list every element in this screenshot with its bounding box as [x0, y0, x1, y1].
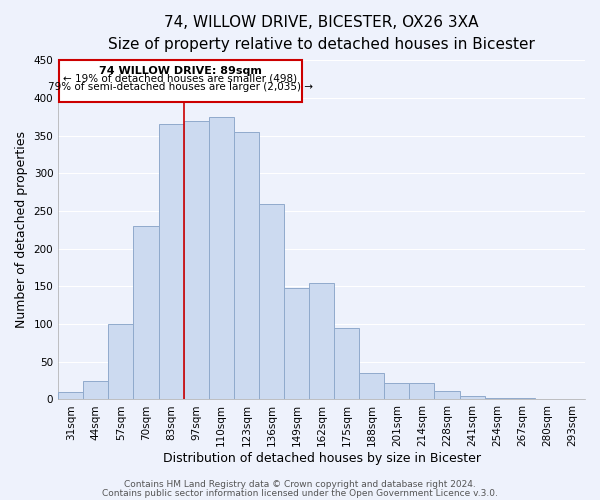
Bar: [209, 117, 234, 400]
Bar: [460, 396, 485, 400]
Bar: [133, 226, 158, 400]
Bar: [510, 398, 535, 400]
Bar: [184, 120, 209, 400]
Bar: [385, 383, 409, 400]
Y-axis label: Number of detached properties: Number of detached properties: [15, 132, 28, 328]
FancyBboxPatch shape: [59, 60, 302, 102]
Bar: [83, 380, 109, 400]
Text: 74 WILLOW DRIVE: 89sqm: 74 WILLOW DRIVE: 89sqm: [99, 66, 262, 76]
Bar: [284, 288, 309, 400]
Text: ← 19% of detached houses are smaller (498): ← 19% of detached houses are smaller (49…: [64, 74, 298, 84]
Bar: [234, 132, 259, 400]
Bar: [158, 124, 184, 400]
Bar: [359, 373, 385, 400]
Bar: [409, 383, 434, 400]
Bar: [334, 328, 359, 400]
Bar: [259, 204, 284, 400]
Bar: [485, 398, 510, 400]
Bar: [560, 398, 585, 400]
X-axis label: Distribution of detached houses by size in Bicester: Distribution of detached houses by size …: [163, 452, 481, 465]
Text: Contains HM Land Registry data © Crown copyright and database right 2024.: Contains HM Land Registry data © Crown c…: [124, 480, 476, 489]
Bar: [535, 398, 560, 400]
Text: Contains public sector information licensed under the Open Government Licence v.: Contains public sector information licen…: [102, 488, 498, 498]
Bar: [434, 391, 460, 400]
Title: 74, WILLOW DRIVE, BICESTER, OX26 3XA
Size of property relative to detached house: 74, WILLOW DRIVE, BICESTER, OX26 3XA Siz…: [108, 15, 535, 52]
Bar: [109, 324, 133, 400]
Bar: [58, 392, 83, 400]
Text: 79% of semi-detached houses are larger (2,035) →: 79% of semi-detached houses are larger (…: [48, 82, 313, 92]
Bar: [309, 282, 334, 400]
